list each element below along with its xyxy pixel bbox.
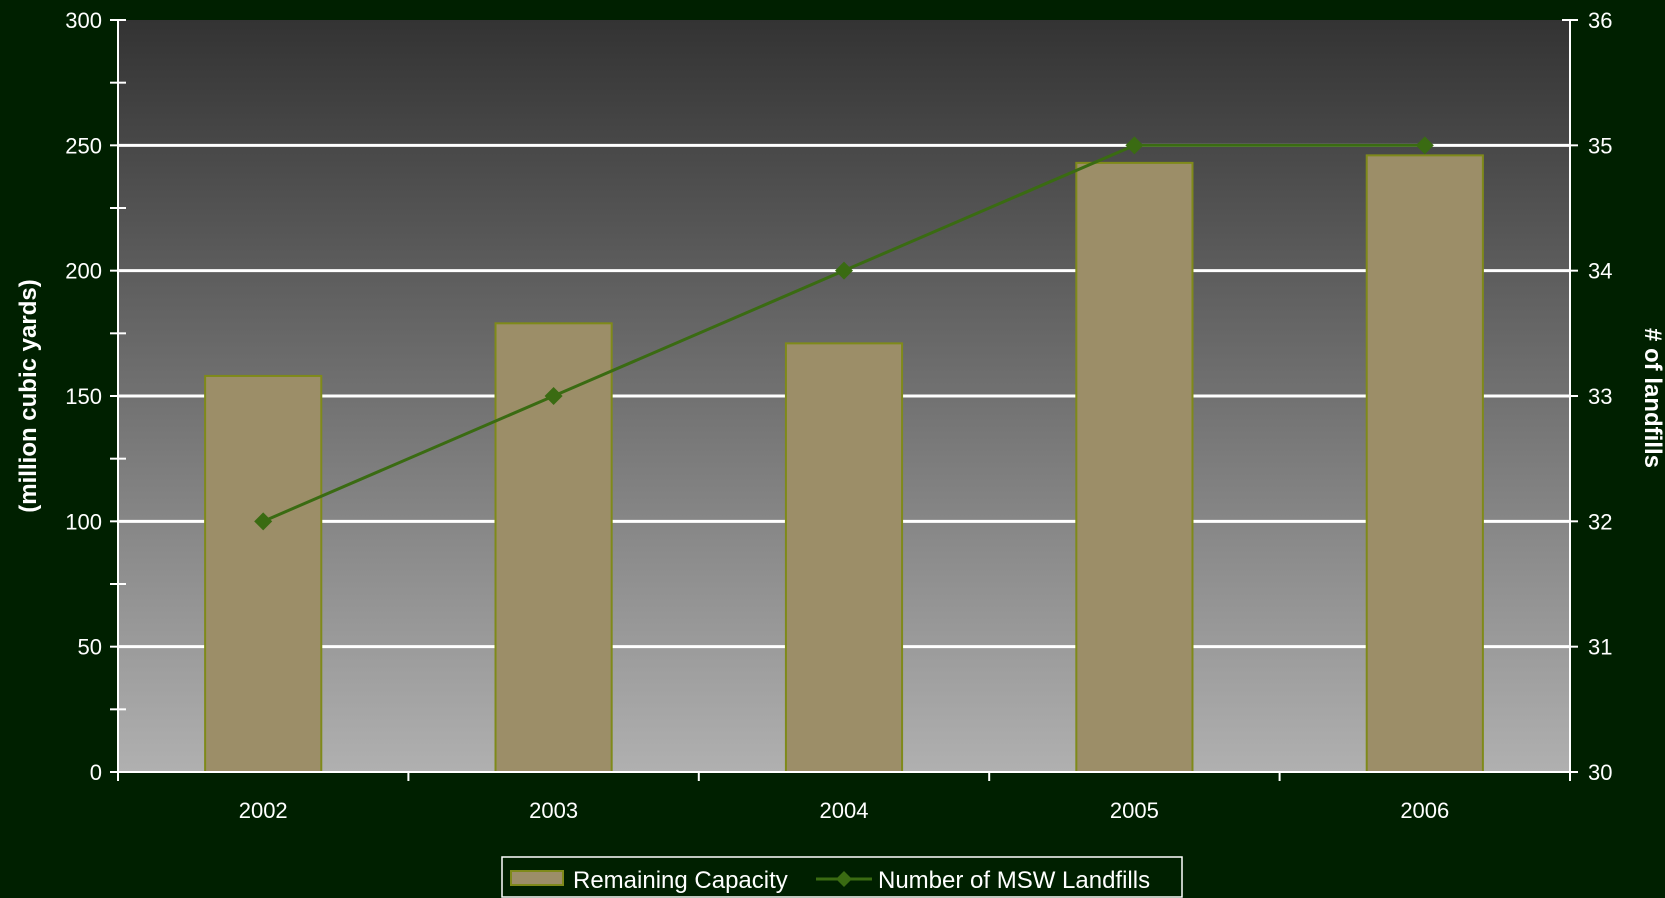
y-tick-label: 200 xyxy=(65,259,102,284)
bar-remaining-capacity xyxy=(1075,161,1194,773)
y-tick-label: 0 xyxy=(90,760,102,785)
point-number-of-msw-landfills xyxy=(1415,136,1434,155)
x-tick-label: 2003 xyxy=(529,798,578,823)
y2-tick-label: 36 xyxy=(1588,8,1612,33)
y-tick-label: 50 xyxy=(78,635,102,660)
legend-swatch-remaining-capacity xyxy=(510,870,564,886)
y-tick-label: 300 xyxy=(65,8,102,33)
bar-remaining-capacity xyxy=(784,342,904,773)
y2-tick-label: 35 xyxy=(1588,133,1612,158)
y-tick-label: 150 xyxy=(65,384,102,409)
y2-tick-label: 32 xyxy=(1588,509,1612,534)
y2-axis-title: # of landfills xyxy=(1639,328,1665,468)
legend-label-remaining-capacity: Remaining Capacity xyxy=(573,867,788,894)
y2-tick-label: 30 xyxy=(1588,760,1612,785)
y2-tick-label: 33 xyxy=(1588,384,1612,409)
y-tick-label: 100 xyxy=(65,509,102,534)
legend: Remaining Capacity Number of MSW Landfil… xyxy=(501,856,1183,898)
y-tick-label: 250 xyxy=(65,133,102,158)
bar-remaining-capacity xyxy=(204,374,323,773)
y2-tick-label: 34 xyxy=(1588,259,1612,284)
left-axis-tick-labels: 0 50 100 150 200 250 300 xyxy=(65,8,102,785)
point-number-of-msw-landfills xyxy=(835,261,853,280)
x-axis-tick-labels: 2002 2003 2004 2005 2006 xyxy=(239,798,1450,823)
line-series xyxy=(254,136,1434,531)
legend-label-number-of-msw-landfills: Number of MSW Landfills xyxy=(878,867,1150,894)
right-axis-tick-labels: 30 31 32 33 34 35 36 xyxy=(1588,8,1612,785)
x-tick-label: 2005 xyxy=(1110,798,1159,823)
bar-remaining-capacity xyxy=(1365,154,1484,774)
point-number-of-msw-landfills xyxy=(544,387,563,405)
point-number-of-msw-landfills xyxy=(254,512,273,531)
y2-tick-label: 31 xyxy=(1588,635,1612,660)
x-tick-label: 2006 xyxy=(1400,798,1449,823)
point-number-of-msw-landfills xyxy=(1125,136,1144,155)
y-axis-title: (million cubic yards) xyxy=(15,279,42,512)
legend-box xyxy=(501,856,1183,898)
x-tick-label: 2002 xyxy=(239,798,288,823)
axes xyxy=(110,19,1578,781)
legend-diamond-marker xyxy=(836,871,852,887)
x-tick-label: 2004 xyxy=(820,798,869,823)
